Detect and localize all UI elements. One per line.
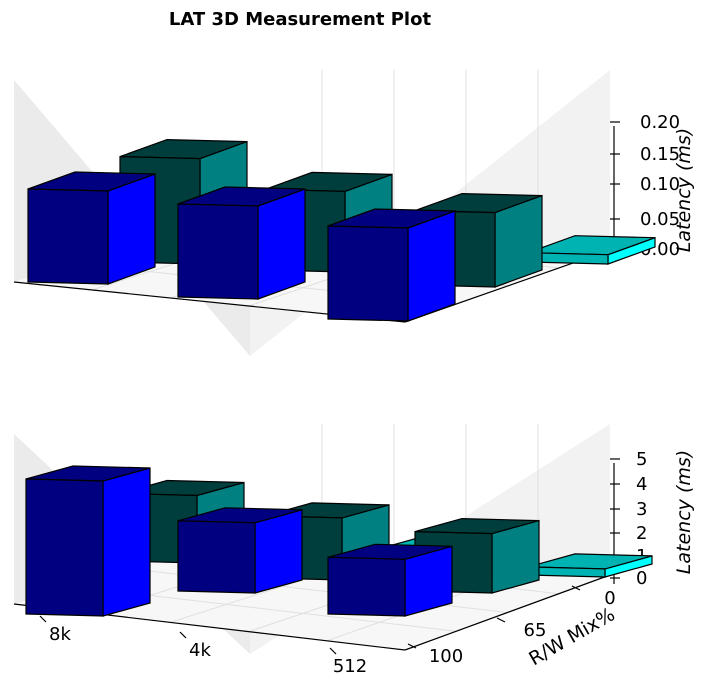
y-tick: [496, 617, 506, 623]
bar-mix-0-512: [527, 235, 656, 265]
x-tick: [39, 615, 47, 623]
y-tick-label: 0: [604, 588, 615, 609]
x-tick-label: 8k: [49, 624, 71, 645]
chart-title: LAT 3D Measurement Plot: [169, 9, 432, 30]
bar-mix-100-8k: [25, 465, 151, 617]
z-tick-label: 2: [636, 523, 647, 544]
x-tick: [179, 631, 187, 639]
z-tick-label: 0.20: [640, 112, 680, 133]
z-axis-label: Latency (ms): [673, 128, 695, 252]
z-axis-label: Latency (ms): [673, 450, 695, 574]
z-tick-label: 0.10: [640, 174, 680, 195]
bar-mix-100-4k: [177, 186, 306, 300]
z-tick-label: 0.05: [640, 209, 680, 230]
x-tick-label: 512: [333, 656, 367, 677]
x-tick: [329, 647, 337, 655]
y-tick: [571, 585, 581, 591]
x-tick-label: 4k: [189, 640, 211, 661]
bar-mix-100-8k: [27, 171, 156, 285]
z-tick-label: 5: [636, 449, 647, 470]
bar-mix-100-512: [327, 543, 453, 617]
y-tick: [407, 643, 417, 649]
bar-mix-100-512: [327, 208, 456, 322]
y-tick-label: 100: [429, 646, 463, 667]
z-tick-label: 0.15: [640, 144, 680, 165]
z-tick-label: 3: [636, 499, 647, 520]
y-tick-label: 65: [524, 620, 547, 641]
bar-mix-0-512: [527, 553, 653, 578]
z-tick-label: 4: [636, 474, 647, 495]
z-tick-label: 0: [636, 568, 647, 589]
bar-mix-100-4k: [177, 507, 303, 594]
